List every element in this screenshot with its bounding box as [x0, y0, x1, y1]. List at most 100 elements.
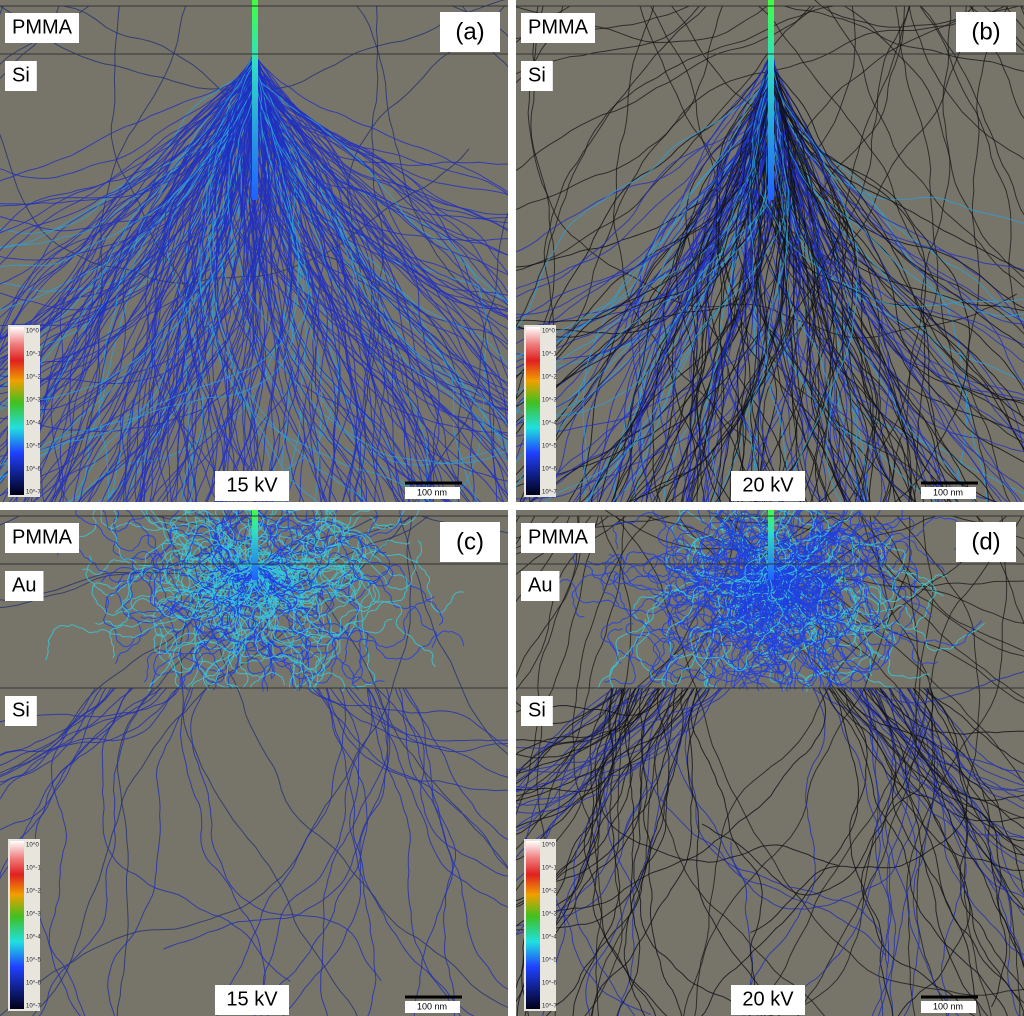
- trajectory: [899, 687, 1024, 810]
- trajectory: [965, 5, 1011, 502]
- trajectory: [691, 510, 767, 584]
- trajectory: [256, 86, 377, 502]
- trajectory: [254, 77, 508, 478]
- trajectory: [919, 5, 1024, 330]
- trajectory: [769, 76, 852, 502]
- trajectory: [101, 687, 291, 982]
- trajectory: [736, 61, 773, 502]
- trajectory: [612, 512, 775, 606]
- trajectory: [516, 72, 778, 417]
- trajectory: [752, 80, 798, 502]
- trajectory: [828, 687, 1024, 871]
- trajectory: [253, 86, 435, 502]
- trajectory: [0, 66, 300, 482]
- trajectory: [761, 510, 798, 567]
- trajectory: [766, 531, 907, 667]
- label-box: [5, 696, 37, 726]
- trajectory: [0, 61, 254, 249]
- colorbar-label: 10^-5: [542, 444, 557, 450]
- trajectory: [837, 687, 989, 1016]
- colorbar-label: 10^-3: [542, 398, 557, 404]
- trajectory: [250, 84, 381, 502]
- trajectory: [647, 552, 773, 604]
- colorbar-label: 10^-2: [542, 375, 557, 381]
- label-box: [215, 471, 289, 501]
- trajectory: [155, 528, 255, 620]
- trajectory: [770, 65, 853, 502]
- label-box: [440, 522, 500, 562]
- trajectory: [0, 80, 255, 261]
- trajectory: [516, 687, 650, 829]
- label-box: [5, 571, 44, 601]
- beam-core: [768, 0, 774, 200]
- label-box: [731, 985, 805, 1015]
- trajectory: [0, 53, 255, 252]
- trajectory: [179, 510, 278, 609]
- trajectory: [394, 687, 454, 1016]
- label-box: [521, 61, 553, 91]
- trajectory: [861, 515, 1024, 652]
- trajectory: [516, 56, 770, 290]
- trajectory: [772, 565, 985, 652]
- trajectory: [770, 74, 1002, 502]
- trajectory: [624, 75, 771, 502]
- trajectory: [889, 687, 1024, 851]
- trajectory: [258, 557, 318, 644]
- trajectory: [256, 89, 508, 296]
- voltage-label: 20 kV: [742, 988, 794, 1010]
- trajectory: [629, 92, 770, 502]
- trajectory: [685, 556, 795, 633]
- trajectory: [249, 565, 314, 692]
- trajectory: [516, 687, 672, 782]
- trajectory: [256, 563, 435, 649]
- trajectory: [251, 510, 340, 573]
- trajectory: [48, 687, 116, 1016]
- trajectory: [213, 565, 251, 689]
- voltage-label: 15 kV: [226, 988, 278, 1010]
- trajectory: [572, 687, 621, 1016]
- colorbar-label: 10^-5: [26, 958, 41, 964]
- label-box: [521, 13, 595, 43]
- trajectory: [211, 78, 508, 466]
- colorbar-label: 10^-7: [26, 1004, 41, 1010]
- trajectory: [253, 60, 508, 380]
- scale-label: 100 nm: [933, 1001, 963, 1011]
- label-box: [405, 1001, 460, 1013]
- trajectory: [211, 510, 252, 576]
- trajectory: [254, 79, 508, 230]
- colorbar-label: 10^-4: [26, 421, 41, 427]
- trajectory: [715, 510, 774, 571]
- colorbar-label: 10^-5: [542, 958, 557, 964]
- trajectory: [221, 80, 326, 502]
- label-box: [956, 522, 1016, 562]
- label-box: [5, 13, 79, 43]
- trajectory: [232, 539, 316, 605]
- trajectory: [770, 70, 1024, 224]
- trajectory: [516, 65, 772, 359]
- trajectory: [356, 5, 508, 310]
- trajectory: [715, 70, 863, 502]
- trajectory: [254, 64, 508, 311]
- trajectory: [256, 93, 508, 473]
- colorbar-label: 10^-7: [26, 490, 41, 496]
- trajectory: [592, 687, 657, 1016]
- trajectory: [363, 5, 401, 502]
- trajectory: [170, 68, 256, 502]
- trajectory: [774, 543, 944, 621]
- trajectory: [852, 687, 982, 1016]
- layer-label: PMMA: [528, 16, 589, 38]
- colorbar: [526, 327, 540, 495]
- trajectory: [0, 80, 255, 478]
- trajectory: [516, 687, 695, 802]
- panel-tag: (c): [456, 528, 484, 555]
- trajectory: [744, 565, 794, 685]
- trajectory: [243, 54, 267, 502]
- trajectory: [572, 539, 773, 586]
- label-box: [215, 985, 289, 1015]
- trajectory: [253, 53, 508, 427]
- panel-tag: (d): [971, 528, 1000, 555]
- trajectory: [254, 565, 436, 667]
- trajectory: [883, 5, 952, 502]
- trajectory: [771, 564, 891, 674]
- trajectory: [254, 67, 508, 317]
